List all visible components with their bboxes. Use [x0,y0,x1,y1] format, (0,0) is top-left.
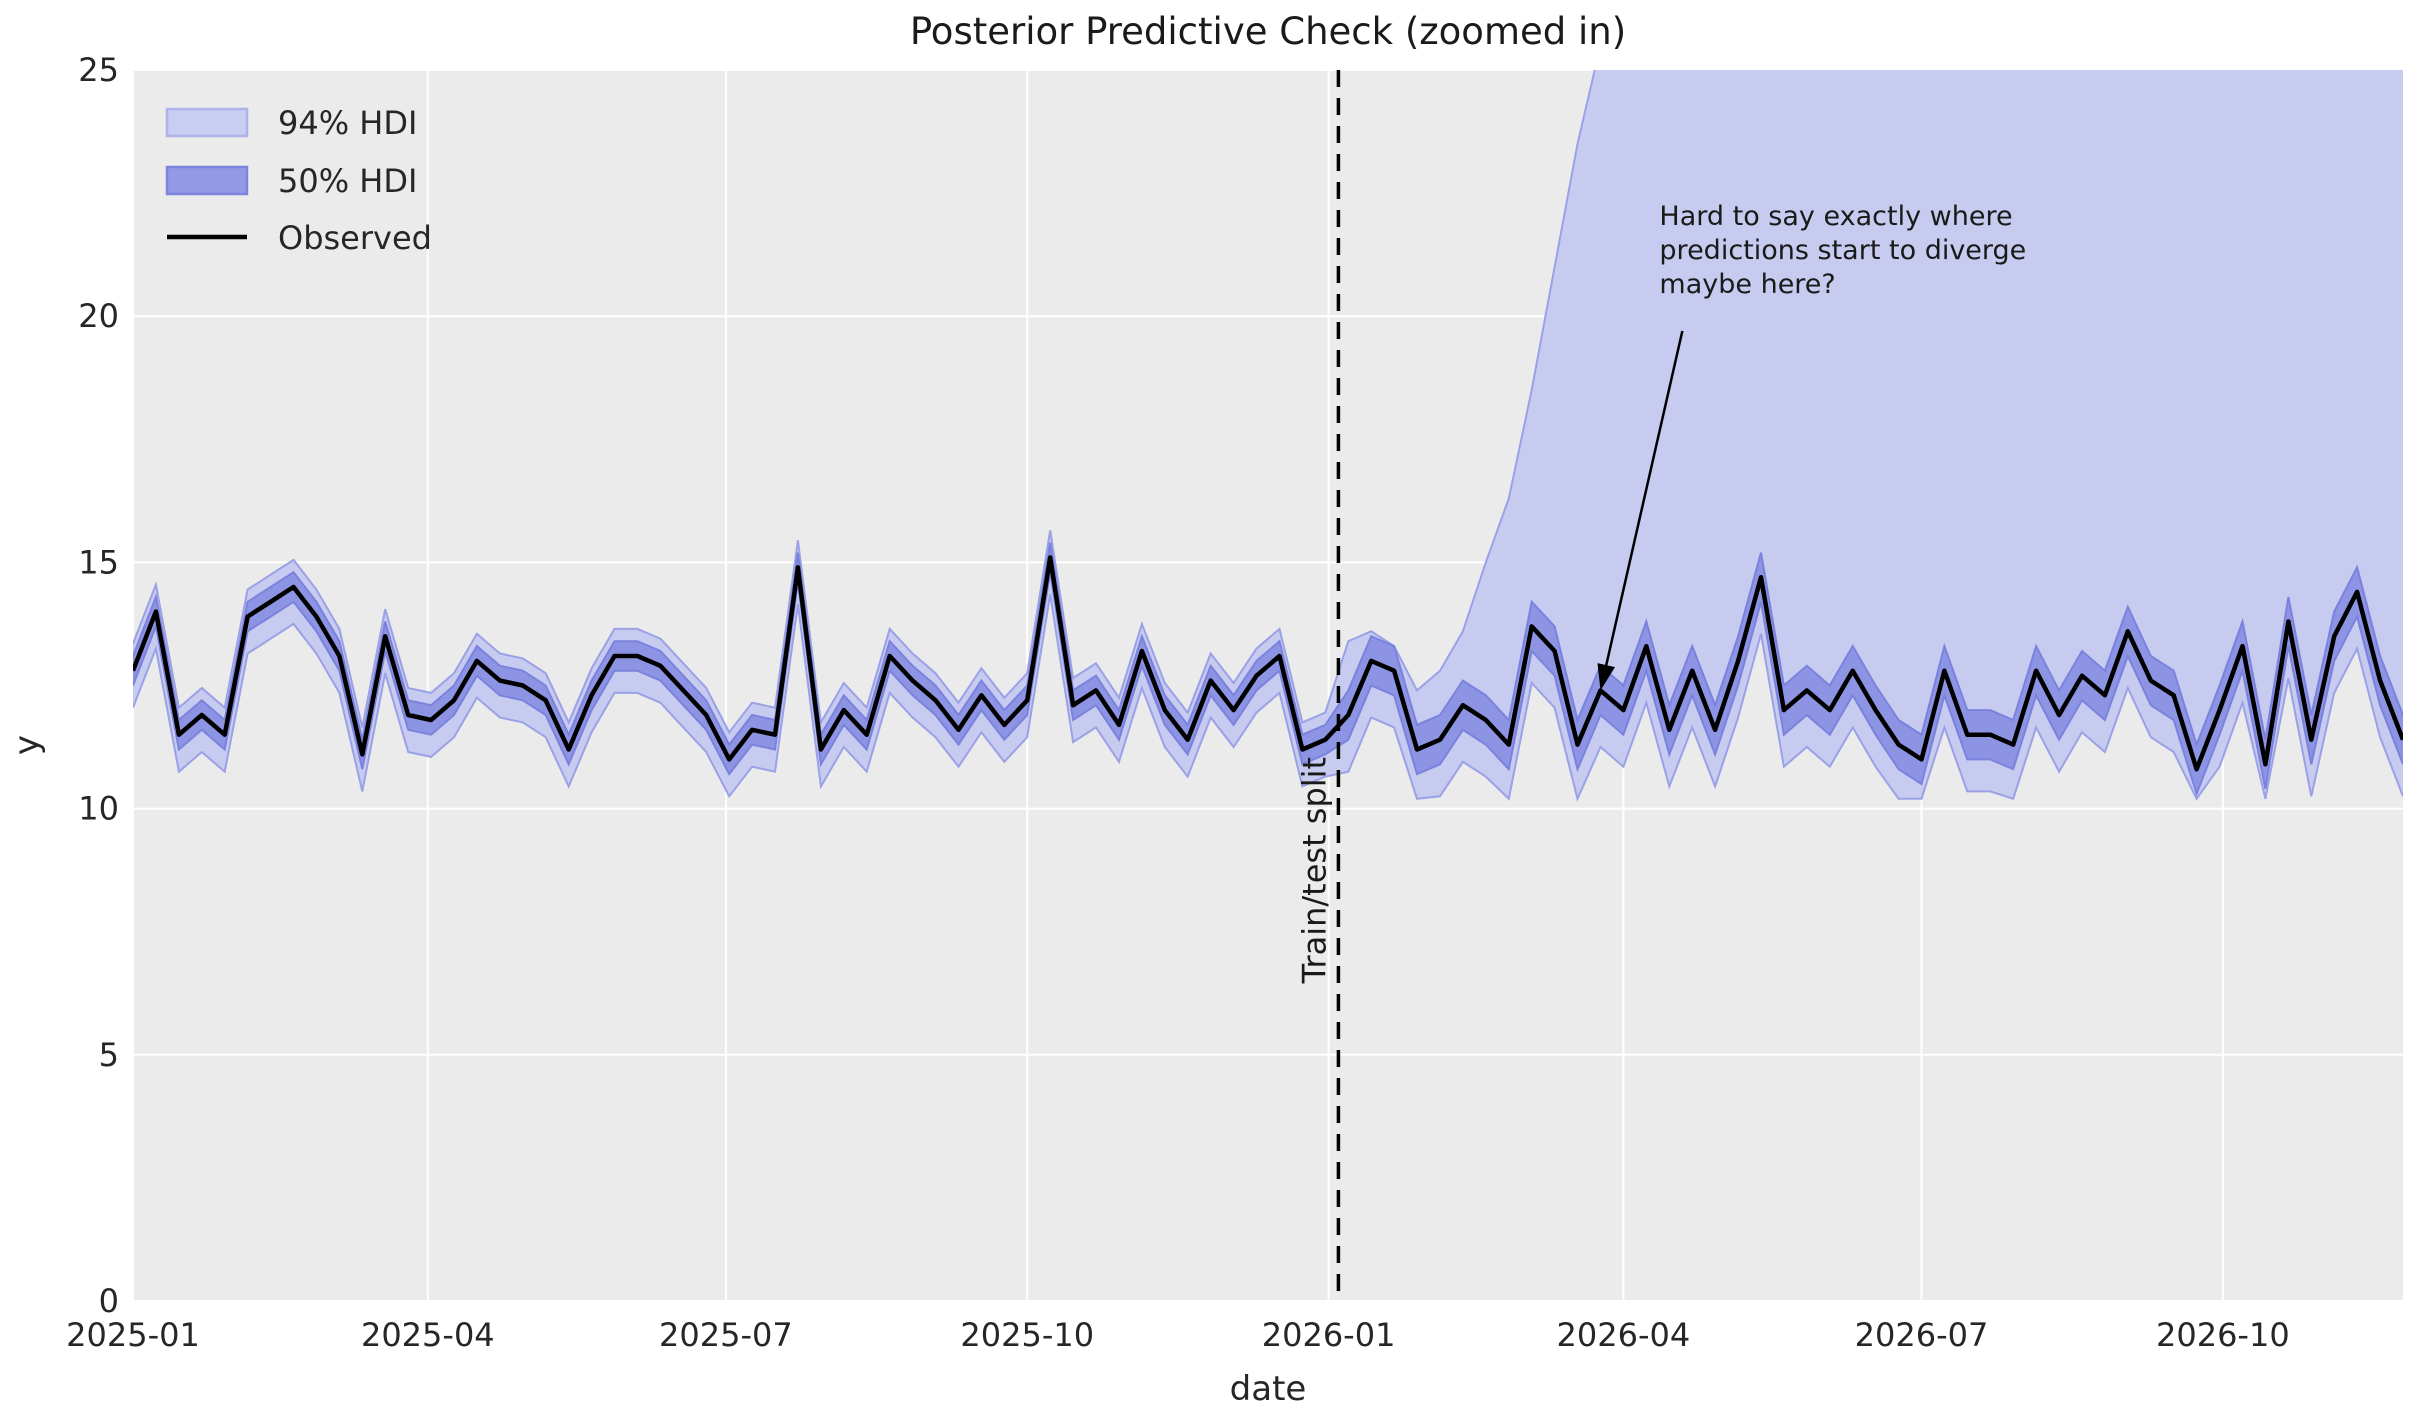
train-test-split-label: Train/test split [1295,757,1333,985]
hdi-94-lower-edge [133,594,2403,802]
x-tick-label: 2026-01 [1262,1316,1396,1354]
y-tick-label: 25 [78,51,119,89]
y-tick-label: 20 [78,297,119,335]
annotation-arrowhead [1597,663,1616,691]
y-axis-ticks: 0 5 10 15 20 25 [78,51,119,1320]
y-tick-label: 15 [78,543,119,581]
x-axis-label: date [1230,1369,1307,1409]
legend-label-94-hdi: 94% HDI [278,104,417,142]
annotation: Hard to say exactly where predictions st… [1597,201,2026,691]
x-tick-label: 2025-07 [659,1316,793,1354]
annotation-line-2: predictions start to diverge [1659,235,2026,266]
y-tick-label: 10 [78,790,119,828]
legend-swatch-50-hdi [165,165,249,196]
x-axis-ticks: 2025-01 2025-04 2025-07 2025-10 2026-01 2026-… [66,1316,2290,1354]
x-tick-label: 2025-01 [66,1316,200,1354]
legend-label-50-hdi: 50% HDI [278,162,417,200]
chart-title: Posterior Predictive Check (zoomed in) [910,10,1626,53]
y-axis-label: y [7,735,47,755]
hdi-50-lower-edge [133,572,2403,797]
legend-swatch-94-hdi [165,107,249,138]
x-tick-label: 2025-04 [361,1316,495,1354]
x-tick-label: 2026-04 [1557,1316,1691,1354]
y-tick-label: 0 [99,1282,119,1320]
x-tick-label: 2025-10 [960,1316,1094,1354]
hdi-50-upper-edge [133,542,2403,748]
observed-line [133,555,2403,772]
hdi-94-upper-edge [133,70,1596,735]
annotation-line-1: Hard to say exactly where [1659,201,2012,232]
x-tick-label: 2026-07 [1855,1316,1989,1354]
annotation-line-3: maybe here? [1659,269,1835,300]
annotation-arrow [1603,330,1684,672]
legend-label-observed: Observed [278,219,432,257]
y-tick-label: 5 [99,1036,119,1074]
x-tick-label: 2026-10 [2156,1316,2290,1354]
hdi-94-band [133,70,2403,799]
legend: 94% HDI 50% HDI Observed [165,104,432,257]
